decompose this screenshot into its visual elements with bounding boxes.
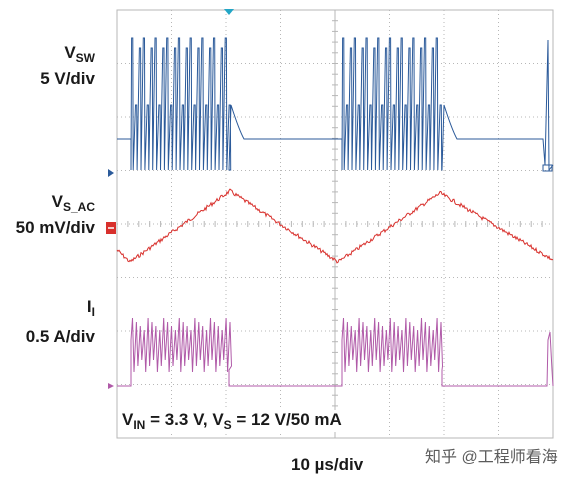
vs-ac-trace <box>116 188 554 264</box>
vsw-scale: 5 V/div <box>40 69 95 88</box>
vsw-trace <box>117 37 554 172</box>
vs-ac-scale: 50 mV/div <box>15 218 95 237</box>
inductor-current-waveform <box>117 317 554 387</box>
ch1-level-marker-icon <box>542 164 553 172</box>
graticule-grid <box>116 9 554 439</box>
il-label: II 0.5 A/div <box>0 298 95 345</box>
vs-ac-waveform <box>116 188 554 264</box>
vs-ac-label: VS_AC 50 mV/div <box>0 193 95 236</box>
vs-ac-name: VS_AC <box>51 192 95 214</box>
il-scale: 0.5 A/div <box>25 327 95 346</box>
timebase-label: 10 µs/div <box>291 455 364 474</box>
vsw-name: VSW <box>64 43 95 65</box>
trigger-position-icon <box>224 9 234 15</box>
ch3-ground-marker-icon <box>108 383 114 389</box>
watermark-text: 知乎 @工程师看海 <box>425 449 558 466</box>
channel-markers <box>106 9 553 389</box>
vsw-label: VSW 5 V/div <box>0 44 95 87</box>
ch1-ground-marker-icon <box>108 169 114 177</box>
il-trace <box>117 317 554 387</box>
il-name: II <box>86 297 95 319</box>
vsw-waveform <box>117 37 554 172</box>
operating-conditions: VIN = 3.3 V, VS = 12 V/50 mA <box>120 410 344 432</box>
